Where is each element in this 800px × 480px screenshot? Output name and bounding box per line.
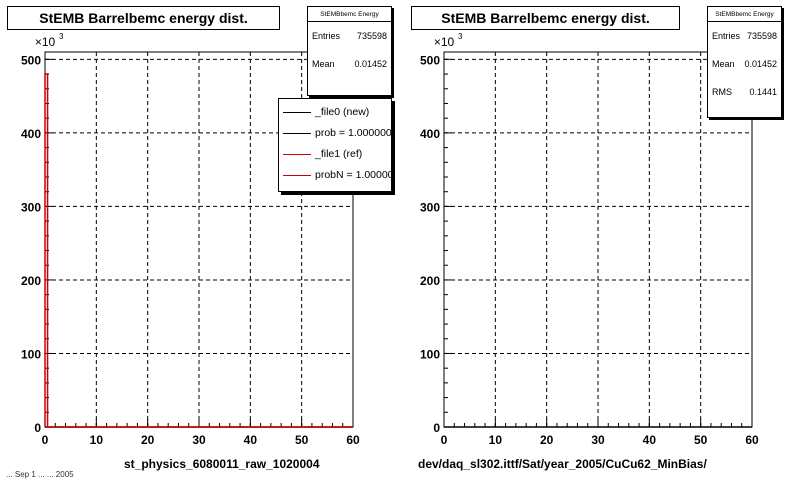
y-tick-label: 500 xyxy=(21,53,41,67)
right-stats-entries: Entries 735598 xyxy=(712,31,777,41)
left-stats-entries: Entries 735598 xyxy=(312,31,387,41)
x-tick-label: 30 xyxy=(192,433,206,447)
y-multiplier-exponent: 3 xyxy=(59,32,64,41)
legend-entry: prob = 1.000000 xyxy=(279,123,391,144)
x-tick-label: 0 xyxy=(441,433,448,447)
series-line xyxy=(44,73,353,428)
x-tick-label: 50 xyxy=(295,433,309,447)
legend-entry: _file1 (ref) xyxy=(279,144,391,165)
y-multiplier-exponent: 3 xyxy=(458,32,463,41)
left-legend: _file0 (new) prob = 1.000000 _file1 (ref… xyxy=(278,98,392,192)
y-tick-label: 100 xyxy=(21,347,41,361)
x-tick-label: 10 xyxy=(90,433,104,447)
y-tick-label: 400 xyxy=(420,127,440,141)
y-multiplier-label: ×10 xyxy=(434,35,455,49)
left-plot-title: StEMB Barrelbemc energy dist. xyxy=(39,10,248,26)
x-tick-label: 20 xyxy=(141,433,155,447)
left-stats-mean: Mean 0.01452 xyxy=(312,59,387,69)
x-tick-label: 20 xyxy=(540,433,554,447)
right-title-box: StEMB Barrelbemc energy dist. xyxy=(411,6,680,30)
x-tick-label: 30 xyxy=(591,433,605,447)
y-tick-label: 0 xyxy=(433,421,440,435)
legend-entry: _file0 (new) xyxy=(279,102,391,123)
legend-swatch xyxy=(283,112,311,113)
y-tick-label: 300 xyxy=(420,200,440,214)
y-tick-label: 0 xyxy=(34,421,41,435)
y-tick-label: 100 xyxy=(420,347,440,361)
y-tick-label: 200 xyxy=(21,274,41,288)
y-tick-label: 400 xyxy=(21,127,41,141)
y-tick-label: 300 xyxy=(21,200,41,214)
legend-entry: probN = 1.000000 xyxy=(279,165,391,186)
x-tick-label: 40 xyxy=(244,433,258,447)
x-tick-label: 60 xyxy=(745,433,759,447)
x-tick-label: 60 xyxy=(346,433,360,447)
x-tick-label: 0 xyxy=(42,433,49,447)
left-stats-name: StEMBbemc Energy xyxy=(308,7,391,22)
legend-swatch xyxy=(283,175,311,176)
x-tick-label: 10 xyxy=(489,433,503,447)
right-stats-box: StEMBbemc Energy Entries 735598 Mean 0.0… xyxy=(707,6,782,118)
left-title-box: StEMB Barrelbemc energy dist. xyxy=(7,6,280,30)
legend-swatch xyxy=(283,133,311,134)
y-multiplier-label: ×10 xyxy=(35,35,56,49)
left-x-axis-label: st_physics_6080011_raw_1020004 xyxy=(124,457,320,471)
x-tick-label: 40 xyxy=(643,433,657,447)
y-tick-label: 200 xyxy=(420,274,440,288)
y-tick-label: 500 xyxy=(420,53,440,67)
right-plot-title: StEMB Barrelbemc energy dist. xyxy=(441,10,650,26)
right-stats-name: StEMBbemc Energy xyxy=(708,7,781,22)
left-stats-box: StEMBbemc Energy Entries 735598 Mean 0.0… xyxy=(307,6,392,96)
right-stats-mean: Mean 0.01452 xyxy=(712,59,777,69)
right-x-axis-label: dev/daq_sl302.ittf/Sat/year_2005/CuCu62_… xyxy=(418,457,707,471)
right-stats-rms: RMS 0.1441 xyxy=(712,87,777,97)
legend-swatch xyxy=(283,154,311,155)
footer-timestamp: ... Sep 1 ... ... 2005 xyxy=(6,470,74,479)
x-tick-label: 50 xyxy=(694,433,708,447)
